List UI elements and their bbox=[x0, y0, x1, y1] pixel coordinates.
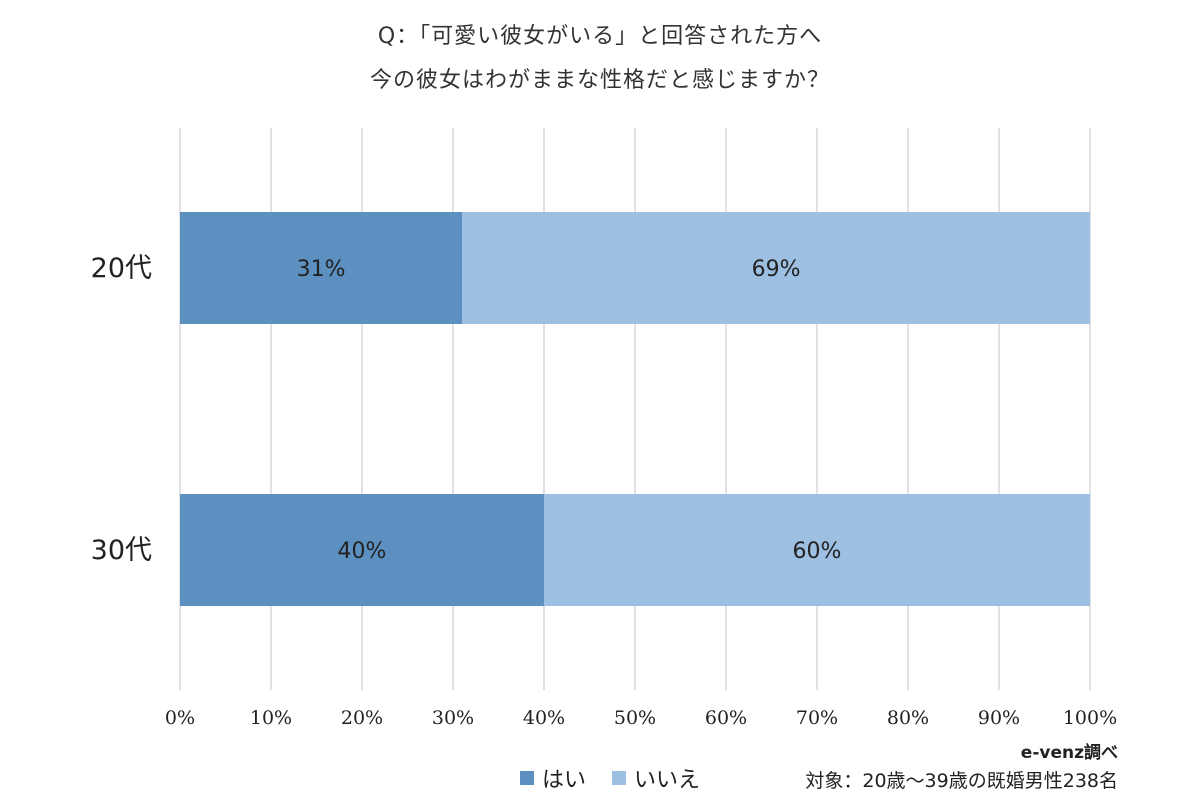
x-tick-label: 70% bbox=[796, 707, 838, 729]
category-label: 30代 bbox=[91, 535, 152, 566]
bar-data-label: 31% bbox=[297, 257, 346, 282]
bar-no bbox=[544, 494, 1090, 606]
x-tick-label: 80% bbox=[887, 707, 929, 729]
bar-no bbox=[462, 212, 1091, 324]
bar-data-label: 40% bbox=[338, 539, 387, 564]
bar-data-label: 60% bbox=[793, 539, 842, 564]
x-tick-label: 30% bbox=[432, 707, 474, 729]
x-tick-label: 90% bbox=[978, 707, 1020, 729]
legend-label-yes: はい bbox=[542, 768, 587, 793]
chart-title-line-1: Q：「可愛い彼女がいる」と回答された方へ bbox=[377, 24, 823, 49]
legend-swatch-yes bbox=[520, 771, 534, 785]
x-tick-label: 20% bbox=[341, 707, 383, 729]
x-tick-label: 10% bbox=[250, 707, 292, 729]
chart-legend: はい いいえ bbox=[520, 762, 726, 794]
legend-label-no: いいえ bbox=[634, 768, 701, 793]
chart-title-line-2: 今の彼女はわがままな性格だと感じますか？ bbox=[369, 68, 830, 93]
x-tick-label: 50% bbox=[614, 707, 656, 729]
x-tick-label: 0% bbox=[165, 707, 195, 729]
legend-item-yes: はい bbox=[520, 762, 586, 794]
bar-yes bbox=[180, 494, 544, 606]
x-tick-label: 40% bbox=[523, 707, 565, 729]
survey-note: 対象：20歳〜39歳の既婚男性238名 bbox=[805, 770, 1118, 792]
x-tick-label: 60% bbox=[705, 707, 747, 729]
source-credit: e-venz調べ bbox=[1020, 743, 1118, 763]
legend-item-no: いいえ bbox=[612, 762, 700, 794]
category-label: 20代 bbox=[91, 253, 152, 284]
bar-yes bbox=[180, 212, 463, 324]
bar-data-label: 69% bbox=[752, 257, 801, 282]
x-tick-label: 100% bbox=[1063, 707, 1117, 729]
legend-swatch-no bbox=[612, 771, 627, 785]
